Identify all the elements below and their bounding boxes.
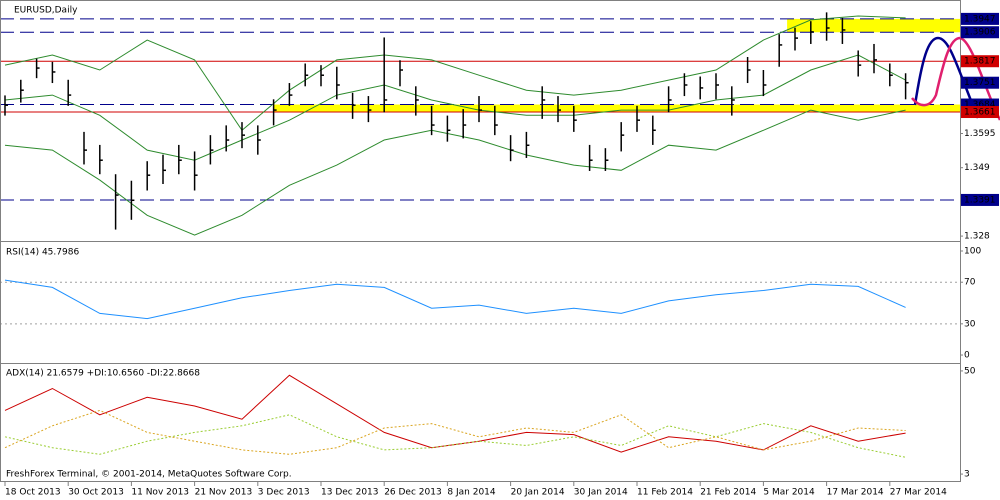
x-tick-label: 3 Dec 2013 <box>258 488 310 498</box>
level-label: 1.3684 <box>964 100 996 110</box>
rsi-line <box>4 279 906 320</box>
rsi-tick-label: 30 <box>964 319 976 329</box>
x-tick-label: 21 Feb 2014 <box>700 488 756 498</box>
x-tick-label: 5 Mar 2014 <box>763 488 815 498</box>
x-tick-label: 11 Feb 2014 <box>637 488 693 498</box>
adx-line <box>4 409 906 455</box>
forecast-curve <box>911 36 1000 121</box>
chart-title: EURUSD,Daily <box>14 6 78 16</box>
rsi-tick-label: 0 <box>964 351 970 361</box>
x-tick-label: 20 Jan 2014 <box>511 488 565 498</box>
level-label: 1.3391 <box>964 195 996 205</box>
level-label: 1.3947 <box>964 14 996 24</box>
rsi-label: RSI(14) 45.7986 <box>6 248 79 258</box>
x-tick-label: 17 Mar 2014 <box>827 488 884 498</box>
x-tick-label: 18 Oct 2013 <box>5 488 61 498</box>
x-tick-label: 30 Oct 2013 <box>68 488 124 498</box>
level-label-box <box>961 55 999 68</box>
zone <box>273 104 961 113</box>
x-tick-label: 30 Jan 2014 <box>574 488 628 498</box>
level-label: 1.3906 <box>964 28 996 38</box>
x-tick-label: 11 Nov 2013 <box>131 488 189 498</box>
adx-line <box>4 414 906 458</box>
y-tick-label: 1.328 <box>964 232 990 242</box>
x-tick-label: 26 Dec 2013 <box>384 488 442 498</box>
y-tick-label: 1.3595 <box>964 129 996 139</box>
adx-tick-label: 3 <box>964 470 970 480</box>
rsi-tick-label: 70 <box>964 278 976 288</box>
x-tick-label: 21 Nov 2013 <box>195 488 253 498</box>
level-label-box <box>961 12 999 25</box>
adx-line <box>4 374 906 453</box>
last-price-box <box>961 76 999 89</box>
band-lower <box>4 109 906 236</box>
band-middle <box>4 54 906 161</box>
plot-layer <box>0 12 961 458</box>
rsi-tick-label: 100 <box>964 247 981 257</box>
level-label-box <box>961 193 999 206</box>
adx-label: ADX(14) 21.6579 +DI:10.6560 -DI:22.8668 <box>6 369 200 379</box>
zone <box>787 18 960 33</box>
level-label: 1.3817 <box>964 57 996 67</box>
level-label-box <box>961 26 999 39</box>
level-label: 1.3661 <box>964 108 996 118</box>
level-label-box <box>961 106 999 119</box>
footer: FreshForex Terminal, © 2001-2014, MetaQu… <box>6 470 292 480</box>
y-tick-label: 1.349 <box>964 163 990 173</box>
last-price-label: 1.3751 <box>964 78 996 88</box>
adx-tick-label: 50 <box>964 366 976 376</box>
x-tick-label: 27 Mar 2014 <box>890 488 947 498</box>
x-tick-label: 13 Dec 2013 <box>321 488 379 498</box>
band-upper <box>4 15 906 132</box>
x-tick-label: 8 Jan 2014 <box>447 488 495 498</box>
